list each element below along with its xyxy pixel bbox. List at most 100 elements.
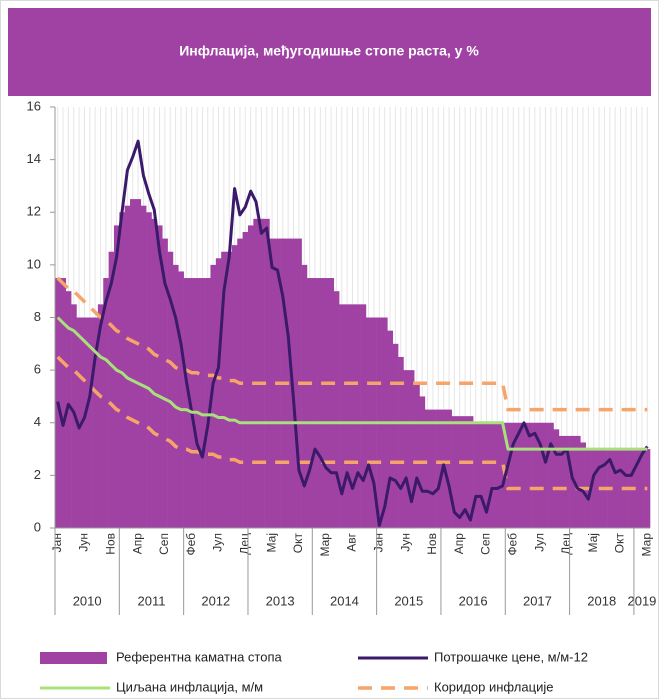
x-tick-label: Апр (452, 533, 466, 555)
y-tick-label: 8 (34, 309, 41, 324)
bar (76, 317, 83, 528)
bar (140, 205, 147, 528)
year-label: 2010 (73, 593, 102, 608)
bar (467, 416, 474, 528)
y-tick-label: 12 (27, 204, 41, 219)
bar (103, 278, 109, 528)
bar (424, 409, 431, 528)
bar (323, 278, 329, 528)
bar (135, 199, 142, 528)
y-tick-label: 16 (27, 98, 41, 113)
bar (242, 231, 249, 528)
bar (269, 238, 276, 528)
bar (494, 422, 501, 528)
legend-label: Коридор инфлације (434, 679, 553, 694)
x-tick-label: Нов (425, 533, 439, 555)
bar (392, 343, 399, 528)
bar (548, 422, 554, 528)
x-tick-label: Нов (103, 533, 117, 555)
bar (60, 278, 67, 528)
x-tick-label: Апр (130, 533, 144, 555)
bar (510, 422, 517, 528)
bar (537, 422, 544, 528)
bar (580, 442, 586, 528)
y-tick-label: 10 (27, 256, 41, 271)
bar (178, 271, 184, 528)
x-tick-label: Дец (237, 533, 251, 555)
bar (633, 449, 640, 528)
bar (81, 317, 88, 528)
bar (462, 416, 469, 528)
x-tick-label: Јун (77, 533, 91, 552)
bar (644, 449, 651, 528)
bar (162, 238, 168, 528)
bar (290, 238, 297, 528)
bar (398, 356, 404, 528)
bar (478, 422, 485, 528)
x-tick-label: Јан (50, 533, 64, 552)
bar (258, 218, 265, 528)
bar (151, 218, 158, 528)
bar (172, 264, 179, 528)
bar (553, 429, 560, 528)
x-tick-label: Јул (532, 533, 546, 552)
x-tick-label: Окт (291, 533, 305, 554)
year-label: 2011 (138, 593, 166, 608)
x-tick-label: Дец (559, 533, 573, 555)
x-tick-label: Окт (613, 533, 627, 554)
bar (306, 278, 313, 528)
bar (574, 435, 581, 528)
bar (569, 435, 576, 528)
line (56, 316, 648, 451)
year-label: 2014 (330, 593, 359, 608)
bar (205, 278, 211, 528)
year-label: 2017 (523, 593, 552, 608)
legend-swatch (40, 652, 107, 664)
bar (430, 409, 436, 528)
bar (457, 416, 463, 528)
legend-label: Циљана инфлација, м/м (116, 679, 263, 694)
legend-label: Потрошачке цене, м/м-12 (434, 649, 588, 664)
y-tick-label: 6 (34, 362, 41, 377)
x-tick-label: Сеп (479, 533, 493, 555)
bar (639, 449, 645, 528)
bar (339, 304, 345, 528)
x-tick-label: Мар (639, 533, 653, 557)
bar (146, 212, 152, 528)
bar (617, 449, 624, 528)
bar (542, 422, 549, 528)
bar (97, 304, 104, 528)
year-label: 2013 (266, 593, 295, 608)
bar (489, 422, 495, 528)
bar (156, 225, 163, 528)
bar (215, 258, 222, 528)
x-tick-label: Јун (398, 533, 412, 552)
bar (526, 422, 533, 528)
bar (499, 422, 506, 528)
bar (189, 278, 195, 528)
x-tick-label: Сеп (157, 533, 171, 555)
bar (221, 251, 227, 528)
bar (446, 409, 452, 528)
year-label: 2012 (201, 593, 230, 608)
x-tick-label: Мај (586, 533, 600, 552)
y-tick-label: 2 (34, 467, 41, 482)
bar (194, 278, 201, 528)
bar (317, 278, 324, 528)
x-tick-label: Феб (505, 533, 519, 556)
y-tick-label: 0 (34, 519, 41, 534)
bar (113, 225, 120, 528)
bar (119, 212, 125, 528)
bar (505, 422, 511, 528)
bar (183, 278, 190, 528)
y-tick-label: 14 (27, 151, 41, 166)
corridor-line (56, 276, 648, 412)
bar (483, 422, 490, 528)
bar (564, 435, 570, 528)
year-label: 2019 (627, 593, 656, 608)
corridor-line (56, 355, 648, 491)
x-tick-label: Јан (371, 533, 385, 552)
bar (108, 251, 115, 528)
x-tick-label: Мар (318, 533, 332, 557)
bar (253, 218, 259, 528)
